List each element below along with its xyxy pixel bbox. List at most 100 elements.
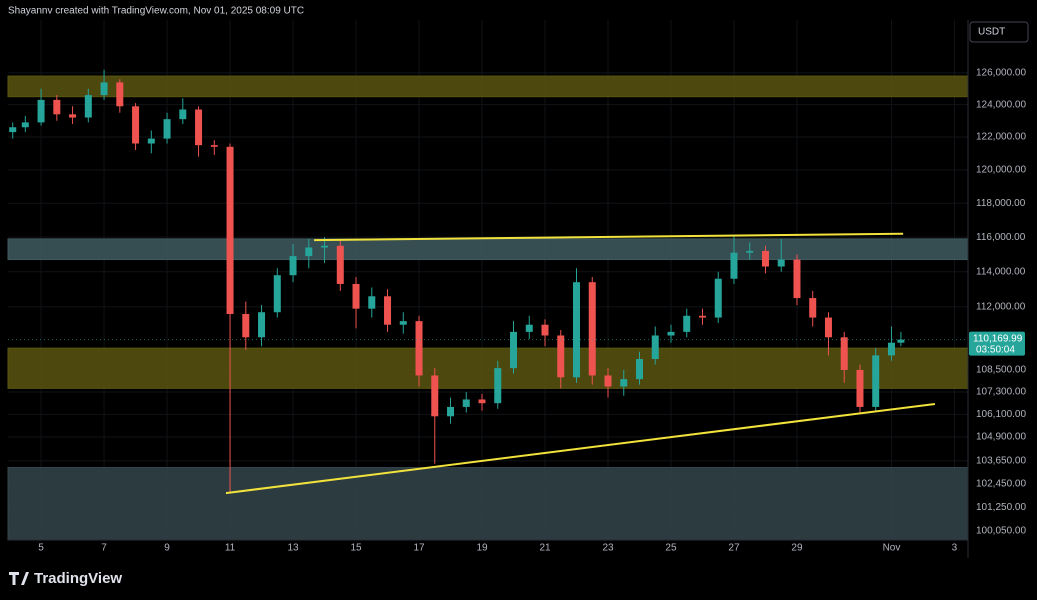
y-tick-label: 120,000.00 [976,164,1026,175]
candle-body [840,337,848,370]
currency-box [969,21,1029,43]
x-tick-label: 29 [791,543,803,554]
candle-body [53,99,61,115]
candle-body [897,339,905,343]
candle-body [352,283,360,309]
y-tick-label: 116,000.00 [976,232,1026,243]
candle-body [368,296,376,309]
y-tick-label: 103,650.00 [976,455,1026,466]
candle-body [9,127,17,133]
candle-body [447,406,455,417]
candle-body [163,119,171,139]
plot-area [7,20,969,541]
candle-body [415,321,423,376]
zone [7,75,969,98]
y-tick-label: 124,000.00 [976,99,1026,110]
candle-body [226,146,234,315]
candle-body [793,259,801,299]
y-tick-label: 100,050.00 [976,526,1026,537]
logo-icon [9,572,29,585]
candle-body [525,324,533,332]
y-tick-label: 106,100.00 [976,409,1026,420]
candle-body [872,355,880,407]
countdown: 03:50:04 [976,344,1015,355]
currency: USDT [978,27,1005,38]
candle-body [494,368,502,404]
y-tick-label: 118,000.00 [976,198,1026,209]
x-tick-label: 21 [539,543,551,554]
candle-body [305,247,313,257]
x-tick-label: 9 [164,543,170,554]
candle-body [321,245,329,248]
candle-body [84,95,92,118]
y-tick-label: 114,000.00 [976,266,1026,277]
candle-body [147,138,155,144]
candle-body [604,375,612,387]
candle-body [258,312,266,338]
trendline [314,232,904,242]
x-tick-label: 27 [728,543,740,554]
candle-body [683,315,691,332]
candle-body [242,314,250,338]
x-tick-label: 19 [476,543,488,554]
candle-body [116,82,124,107]
candle-body [777,259,785,267]
candle-body [761,250,769,267]
candle-body [289,256,297,276]
y-tick-label: 107,300.00 [976,387,1026,398]
candle-body [714,278,722,318]
y-tick-label: 104,900.00 [976,432,1026,443]
brand: TradingView [34,570,122,587]
candle-body [69,114,77,118]
candle-body [132,106,140,144]
candle-body [336,245,344,284]
candle-body [746,250,754,253]
x-tick-label: 11 [225,543,236,554]
logo [9,572,29,585]
last-price-label: 110,169.99 [973,333,1023,344]
x-tick-label: 23 [602,543,614,554]
candle-body [698,315,706,318]
candle-body [620,379,628,387]
x-tick-label: 13 [287,543,299,554]
last-price-tag [969,331,1025,356]
candle-body [21,122,29,128]
candle-body [37,99,45,123]
x-tick-label: 15 [350,543,362,554]
y-tick-label: 122,000.00 [976,132,1026,143]
x-tick-label: 7 [101,543,107,554]
candle-body [573,282,581,378]
candle-body [273,275,281,313]
candle-body [384,296,392,325]
candle-body [462,399,470,407]
candle-body [887,342,895,356]
candle-body [195,109,203,146]
header: Shayannv created with TradingView.com, N… [8,6,304,17]
candle-body [557,335,565,378]
zone [7,238,969,261]
y-tick-label: 126,000.00 [976,68,1026,79]
candle-body [399,321,407,325]
candle-body [730,252,738,279]
x-tick-label: 17 [413,543,425,554]
candle-body [478,399,486,404]
candle-body [588,282,596,376]
x-tick-label: 5 [38,543,44,554]
candle-body [210,145,218,147]
zone [7,347,969,389]
candle-body [510,331,518,369]
x-tick-label: Nov [883,543,901,554]
trendline [225,402,936,495]
zone [7,467,969,541]
candle-body [856,369,864,407]
y-tick-label: 112,000.00 [976,302,1026,313]
candle-body [635,359,643,380]
candle-body [100,82,108,96]
x-tick-label: 25 [665,543,677,554]
candle-body [667,331,675,336]
candle-body [809,298,817,318]
y-tick-label: 108,500.00 [976,365,1026,376]
candle-body [651,335,659,360]
candle-body [431,375,439,417]
